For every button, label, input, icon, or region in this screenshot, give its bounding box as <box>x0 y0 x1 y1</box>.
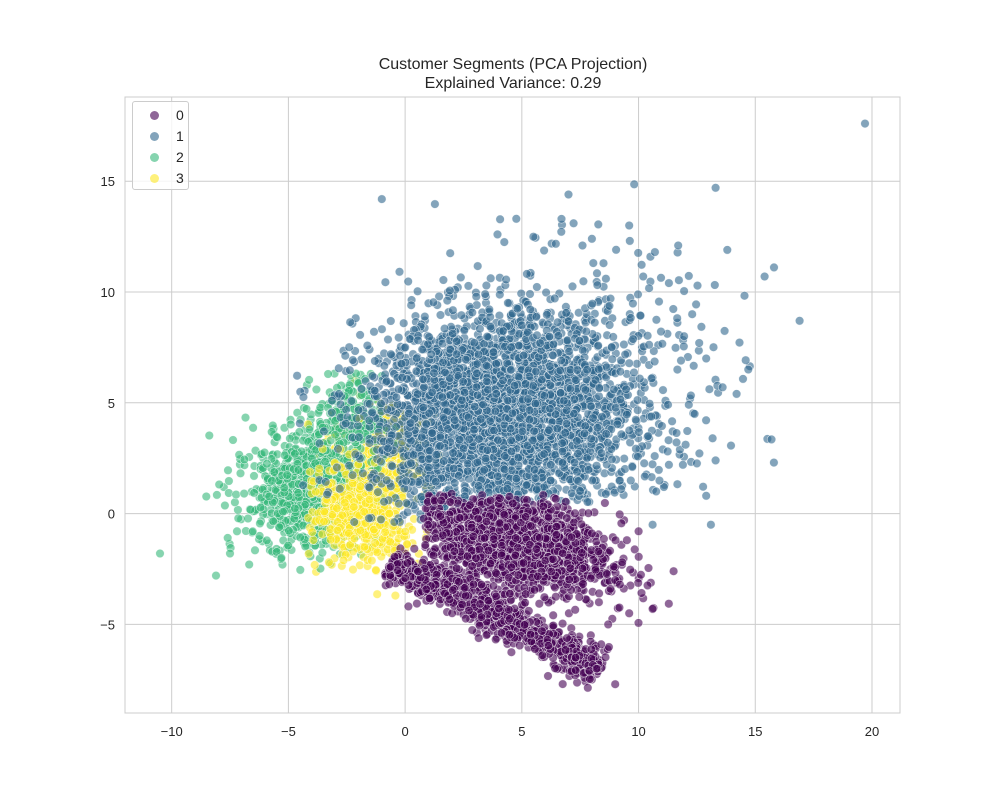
legend-item-1: 1 <box>133 126 190 147</box>
legend-marker-icon <box>150 111 159 120</box>
legend-item-0: 0 <box>133 105 190 126</box>
legend-marker-icon <box>150 153 159 162</box>
legend-item-3: 3 <box>133 168 190 189</box>
data-points <box>155 118 870 693</box>
legend-marker-icon <box>150 174 159 183</box>
chart-title-main: Customer Segments (PCA Projection) <box>378 56 648 73</box>
legend: 0 1 2 3 <box>132 101 189 190</box>
x-tick-label: 20 <box>865 724 879 739</box>
y-tick-label: 0 <box>108 507 115 522</box>
legend-marker-icon <box>150 132 159 141</box>
x-tick-label: 10 <box>631 724 645 739</box>
x-tick-label: 15 <box>748 724 762 739</box>
x-tick-label: −10 <box>161 724 183 739</box>
legend-label: 3 <box>176 170 184 186</box>
y-tick-label: −5 <box>100 617 115 632</box>
chart-subtitle: Explained Variance: 0.29 <box>424 75 602 92</box>
y-tick-label: 5 <box>108 396 115 411</box>
legend-label: 2 <box>176 149 184 165</box>
chart-title: Customer Segments (PCA Projection) Expla… <box>0 55 1000 93</box>
legend-item-2: 2 <box>133 147 190 168</box>
y-tick-label: 10 <box>101 285 115 300</box>
y-tick-label: 15 <box>101 174 115 189</box>
legend-label: 0 <box>176 107 184 123</box>
x-tick-label: 5 <box>518 724 525 739</box>
x-tick-label: 0 <box>402 724 409 739</box>
legend-label: 1 <box>176 128 184 144</box>
y-axis-ticks: −5 0 5 10 15 <box>100 174 115 632</box>
plot-frame <box>124 96 901 714</box>
x-axis-ticks: −10 −5 0 5 10 15 20 <box>161 724 880 739</box>
x-tick-label: −5 <box>281 724 296 739</box>
